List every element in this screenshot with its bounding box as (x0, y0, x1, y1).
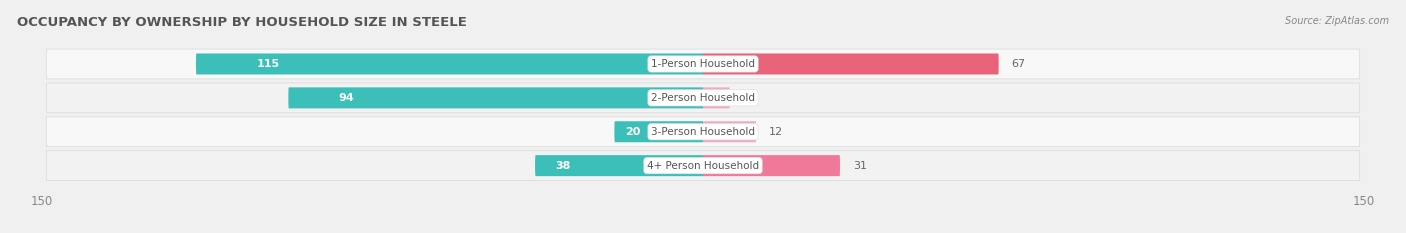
FancyBboxPatch shape (288, 87, 703, 108)
Text: 2-Person Household: 2-Person Household (651, 93, 755, 103)
Text: 3-Person Household: 3-Person Household (651, 127, 755, 137)
FancyBboxPatch shape (46, 49, 1360, 79)
Text: OCCUPANCY BY OWNERSHIP BY HOUSEHOLD SIZE IN STEELE: OCCUPANCY BY OWNERSHIP BY HOUSEHOLD SIZE… (17, 16, 467, 29)
FancyBboxPatch shape (536, 155, 703, 176)
FancyBboxPatch shape (703, 155, 839, 176)
Text: 94: 94 (339, 93, 354, 103)
Text: Source: ZipAtlas.com: Source: ZipAtlas.com (1285, 16, 1389, 26)
Text: 38: 38 (555, 161, 571, 171)
FancyBboxPatch shape (46, 83, 1360, 113)
FancyBboxPatch shape (703, 121, 756, 142)
FancyBboxPatch shape (703, 87, 730, 108)
FancyBboxPatch shape (197, 53, 703, 75)
Text: 4+ Person Household: 4+ Person Household (647, 161, 759, 171)
Text: 67: 67 (1011, 59, 1025, 69)
FancyBboxPatch shape (703, 53, 998, 75)
FancyBboxPatch shape (614, 121, 703, 142)
Text: 31: 31 (853, 161, 866, 171)
Text: 20: 20 (626, 127, 641, 137)
Text: 115: 115 (257, 59, 280, 69)
FancyBboxPatch shape (46, 151, 1360, 181)
Text: 1-Person Household: 1-Person Household (651, 59, 755, 69)
Text: 6: 6 (742, 93, 749, 103)
Text: 12: 12 (769, 127, 783, 137)
FancyBboxPatch shape (46, 117, 1360, 147)
